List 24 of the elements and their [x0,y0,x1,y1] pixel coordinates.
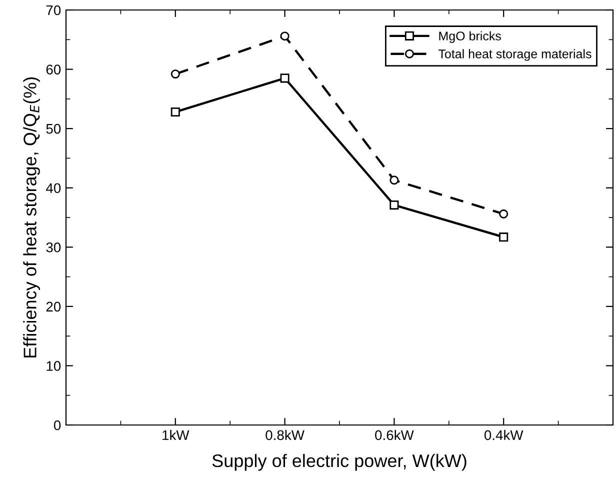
x-tick-label: 0.6kW [375,430,414,440]
point [280,32,290,41]
legend-label: Total heat storage materials [438,49,592,61]
x-axis-title: Supply of electric power, W(kW) [212,454,466,471]
y-tick-label: 70 [46,5,61,16]
point [170,107,180,116]
x-tick-label: 0.4kW [484,430,524,440]
y-tick-label: 60 [46,64,61,74]
point [390,200,399,210]
y-axis-title: Efficiency of heat storage, Q/Q$_{E}$(%) [23,77,40,358]
point [499,232,508,242]
y-tick-label: 0 [54,420,61,430]
y-tick-label: 30 [46,242,61,252]
point [499,209,508,218]
point [390,176,399,185]
y-tick-label: 10 [46,361,61,371]
point [170,70,180,79]
x-tick-label: 0.8kW [266,430,304,440]
x-tick-label: 1kW [162,430,190,440]
y-tick-label: 50 [46,124,61,134]
legend-label: MgO bricks [439,31,501,43]
y-tick-label: 40 [46,183,61,194]
y-tick-label: 20 [46,302,61,312]
point [280,74,290,83]
